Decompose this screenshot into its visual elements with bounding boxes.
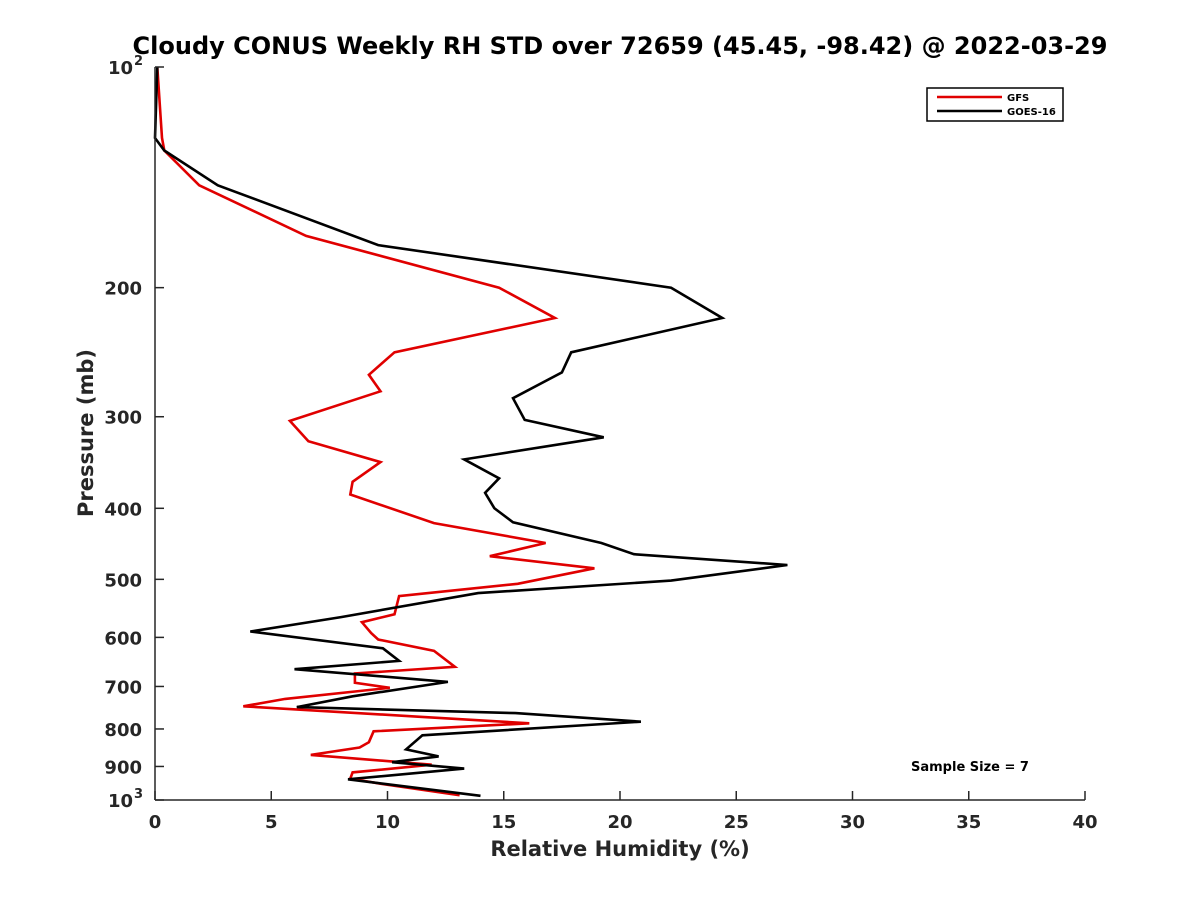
y-tick-label: 700 xyxy=(104,677,142,698)
y-tick-label: 900 xyxy=(104,757,142,778)
series-layer xyxy=(153,66,788,798)
y-tick-label: 10 xyxy=(108,58,133,79)
series-line-gfs xyxy=(156,66,595,797)
y-axis-label: Pressure (mb) xyxy=(74,349,98,517)
x-ticks: 0 5 10 15 20 25 30 35 40 xyxy=(149,791,1098,833)
x-axis-label: Relative Humidity (%) xyxy=(490,837,749,861)
x-tick-label: 35 xyxy=(956,812,981,833)
y-tick-label: 800 xyxy=(104,720,142,741)
y-tick-label: 300 xyxy=(104,408,142,429)
legend-label-gfs: GFS xyxy=(1007,93,1029,104)
chart-title: Cloudy CONUS Weekly RH STD over 72659 (4… xyxy=(133,32,1108,60)
x-tick-label: 5 xyxy=(265,812,278,833)
legend-label-goes16: GOES-16 xyxy=(1007,107,1056,118)
y-tick-label: 10 xyxy=(108,791,133,812)
series-line-goes16 xyxy=(153,66,788,798)
x-tick-label: 25 xyxy=(724,812,749,833)
x-tick-label: 0 xyxy=(149,812,162,833)
y-tick-label: 600 xyxy=(104,628,142,649)
y-tick-exponent: 3 xyxy=(134,787,143,802)
x-tick-label: 40 xyxy=(1072,812,1097,833)
x-tick-label: 15 xyxy=(491,812,516,833)
y-tick-label: 400 xyxy=(104,499,142,520)
x-tick-label: 30 xyxy=(840,812,865,833)
y-tick-label: 200 xyxy=(104,279,142,300)
y-tick-exponent: 2 xyxy=(134,54,143,69)
legend-box xyxy=(926,87,1064,122)
sample-size-annotation: Sample Size = 7 xyxy=(911,760,1029,775)
x-tick-label: 20 xyxy=(607,812,632,833)
x-tick-label: 10 xyxy=(375,812,400,833)
y-tick-label: 500 xyxy=(104,570,142,591)
legend: GFS GOES-16 xyxy=(926,87,1064,122)
